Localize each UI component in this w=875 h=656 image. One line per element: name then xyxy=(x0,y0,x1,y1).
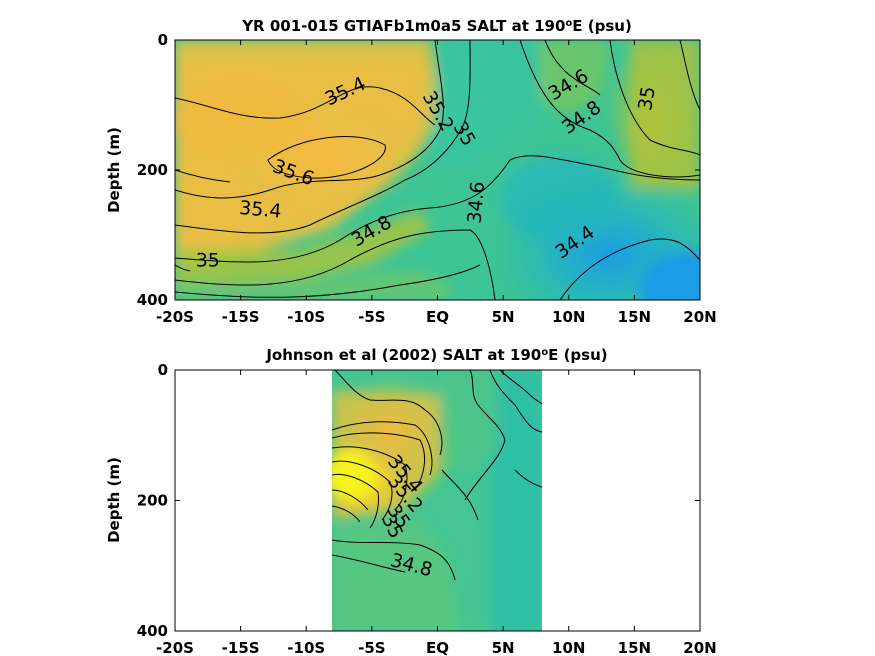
top-x-tick-label: -10S xyxy=(287,308,325,326)
bottom-panel: Johnson et al (2002) SALT at 190oE (psu) xyxy=(105,346,717,656)
top-x-tick-label: -20S xyxy=(156,308,194,326)
top-x-tick-label: 15N xyxy=(618,308,651,326)
top-x-tick-label: 20N xyxy=(683,308,716,326)
bottom-y-tick-label: 200 xyxy=(137,492,168,510)
top-x-tick-label: 5N xyxy=(492,308,515,326)
bottom-x-tick-label: 5N xyxy=(492,639,515,656)
top-contour-label: 35 xyxy=(196,250,220,272)
bottom-x-tick-label: -15S xyxy=(222,639,260,656)
top-y-axis-label: Depth (m) xyxy=(105,127,123,213)
top-x-tick-label: EQ xyxy=(426,308,449,326)
top-x-tick-label: 10N xyxy=(552,308,585,326)
bottom-y-tick-label: 400 xyxy=(137,622,168,640)
bottom-x-tick-label: -20S xyxy=(156,639,194,656)
bottom-y-ticks: 0 200 400 xyxy=(137,361,700,640)
top-y-tick-label: 0 xyxy=(158,31,168,49)
bottom-x-tick-label: 15N xyxy=(618,639,651,656)
top-title: YR 001-015 GTIAFb1m0a5 SALT at 190oE (ps… xyxy=(241,17,632,35)
bottom-x-tick-label: 20N xyxy=(683,639,716,656)
bottom-salinity-field xyxy=(332,370,542,631)
bottom-contours xyxy=(332,370,542,581)
top-x-tick-label: -5S xyxy=(358,308,385,326)
bottom-x-tick-label: -5S xyxy=(358,639,385,656)
bottom-y-axis-label: Depth (m) xyxy=(105,457,123,543)
top-contours xyxy=(175,40,700,300)
top-contour-label: 35 xyxy=(634,85,660,113)
bottom-x-tick-label: -10S xyxy=(287,639,325,656)
top-y-ticks: 0 200 400 xyxy=(137,31,700,309)
top-x-tick-label: -15S xyxy=(222,308,260,326)
top-panel: YR 001-015 GTIAFb1m0a5 SALT at 190oE (ps… xyxy=(105,17,717,326)
top-y-tick-label: 200 xyxy=(137,161,168,179)
top-y-tick-label: 400 xyxy=(137,291,168,309)
bottom-x-ticks: -20S -15S -10S -5S EQ 5N 10N 15N 20N xyxy=(156,370,717,656)
bottom-x-tick-label: EQ xyxy=(426,639,449,656)
bottom-x-tick-label: 10N xyxy=(552,639,585,656)
top-x-ticks: -20S -15S -10S -5S EQ 5N 10N 15N 20N xyxy=(156,40,717,326)
bottom-title: Johnson et al (2002) SALT at 190oE (psu) xyxy=(265,346,607,364)
top-salinity-field xyxy=(175,40,700,300)
top-contour-label: 34.6 xyxy=(464,180,490,224)
top-contour-label: 35.4 xyxy=(238,197,282,223)
bottom-y-tick-label: 0 xyxy=(158,361,168,379)
